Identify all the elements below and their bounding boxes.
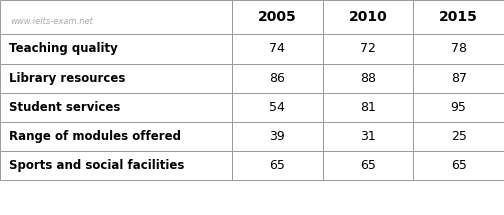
Text: 2015: 2015 xyxy=(439,10,478,24)
Bar xyxy=(323,93,413,122)
Text: 2005: 2005 xyxy=(258,10,296,24)
Text: 88: 88 xyxy=(360,72,376,84)
Bar xyxy=(0,0,232,34)
Text: 87: 87 xyxy=(451,72,467,84)
Bar xyxy=(232,151,323,180)
Bar xyxy=(0,122,232,151)
Bar xyxy=(323,122,413,151)
Bar xyxy=(232,93,323,122)
Bar xyxy=(323,34,413,64)
Bar xyxy=(323,64,413,93)
Text: 74: 74 xyxy=(269,43,285,55)
Bar xyxy=(232,64,323,93)
Bar xyxy=(323,151,413,180)
Text: www.ielts-exam.net: www.ielts-exam.net xyxy=(10,17,93,26)
Bar xyxy=(232,122,323,151)
Text: Library resources: Library resources xyxy=(9,72,125,84)
Text: 72: 72 xyxy=(360,43,376,55)
Text: 54: 54 xyxy=(269,101,285,114)
Text: Student services: Student services xyxy=(9,101,120,114)
Text: 65: 65 xyxy=(451,159,467,172)
Bar xyxy=(413,151,504,180)
Text: 65: 65 xyxy=(360,159,376,172)
Text: 95: 95 xyxy=(451,101,467,114)
Text: 25: 25 xyxy=(451,130,467,143)
Text: 81: 81 xyxy=(360,101,376,114)
Bar xyxy=(413,0,504,34)
Bar xyxy=(413,122,504,151)
Bar xyxy=(413,34,504,64)
Text: Teaching quality: Teaching quality xyxy=(9,43,118,55)
Bar xyxy=(232,34,323,64)
Bar xyxy=(413,93,504,122)
Text: 39: 39 xyxy=(269,130,285,143)
Text: 86: 86 xyxy=(269,72,285,84)
Bar xyxy=(0,93,232,122)
Bar xyxy=(232,0,323,34)
Text: 2010: 2010 xyxy=(349,10,387,24)
Text: Range of modules offered: Range of modules offered xyxy=(9,130,181,143)
Bar xyxy=(413,64,504,93)
Text: 78: 78 xyxy=(451,43,467,55)
Bar xyxy=(0,64,232,93)
Text: 31: 31 xyxy=(360,130,376,143)
Text: 65: 65 xyxy=(269,159,285,172)
Text: Sports and social facilities: Sports and social facilities xyxy=(9,159,184,172)
Bar xyxy=(0,151,232,180)
Bar xyxy=(323,0,413,34)
Bar xyxy=(0,34,232,64)
